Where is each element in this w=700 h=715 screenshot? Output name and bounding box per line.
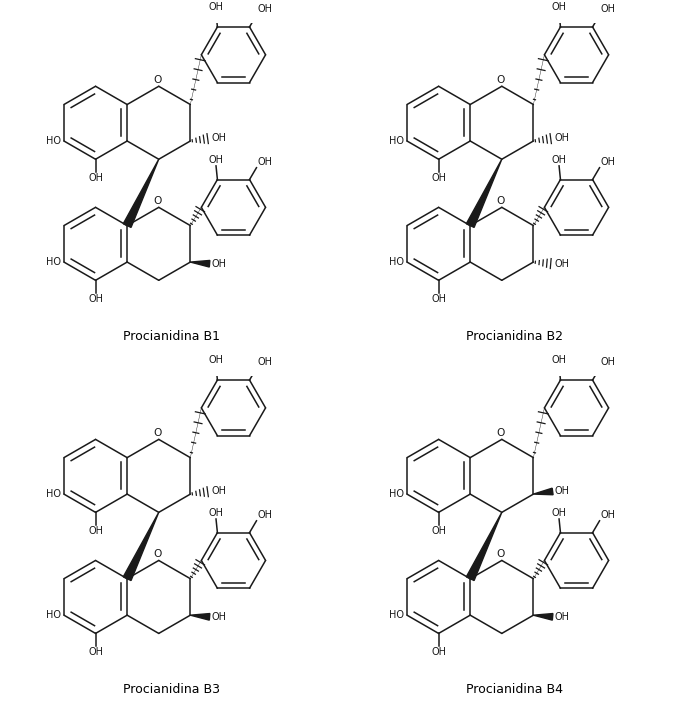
Text: HO: HO <box>389 489 405 499</box>
Text: OH: OH <box>431 295 446 305</box>
Text: OH: OH <box>211 259 226 269</box>
Text: OH: OH <box>88 526 103 536</box>
Text: O: O <box>496 549 504 559</box>
Polygon shape <box>533 613 553 620</box>
Text: O: O <box>496 196 504 206</box>
Text: HO: HO <box>46 610 62 620</box>
Text: HO: HO <box>389 257 405 267</box>
Text: Procianidina B1: Procianidina B1 <box>123 330 220 343</box>
Polygon shape <box>190 613 210 620</box>
Text: O: O <box>153 74 161 84</box>
Text: OH: OH <box>209 2 223 12</box>
Text: OH: OH <box>211 612 226 622</box>
Text: OH: OH <box>431 526 446 536</box>
Text: OH: OH <box>554 486 569 496</box>
Text: OH: OH <box>601 157 615 167</box>
Text: OH: OH <box>554 133 569 143</box>
Text: OH: OH <box>431 173 446 183</box>
Text: OH: OH <box>88 647 103 657</box>
Polygon shape <box>466 513 502 581</box>
Text: OH: OH <box>88 173 103 183</box>
Text: OH: OH <box>554 612 569 622</box>
Text: OH: OH <box>552 355 566 365</box>
Text: Procianidina B3: Procianidina B3 <box>123 684 220 696</box>
Text: OH: OH <box>209 508 223 518</box>
Text: Procianidina B2: Procianidina B2 <box>466 330 564 343</box>
Text: OH: OH <box>211 486 226 496</box>
Text: OH: OH <box>601 358 615 368</box>
Text: OH: OH <box>258 358 272 368</box>
Text: OH: OH <box>552 2 566 12</box>
Text: OH: OH <box>258 4 272 14</box>
Text: OH: OH <box>88 295 103 305</box>
Text: OH: OH <box>431 647 446 657</box>
Text: HO: HO <box>389 136 405 146</box>
Text: OH: OH <box>258 510 272 520</box>
Text: OH: OH <box>601 510 615 520</box>
Text: OH: OH <box>209 355 223 365</box>
Text: OH: OH <box>258 157 272 167</box>
Polygon shape <box>190 260 210 267</box>
Text: HO: HO <box>46 136 62 146</box>
Text: OH: OH <box>552 508 566 518</box>
Text: OH: OH <box>211 133 226 143</box>
Text: Procianidina B4: Procianidina B4 <box>466 684 564 696</box>
Text: O: O <box>496 74 504 84</box>
Text: HO: HO <box>46 489 62 499</box>
Text: OH: OH <box>209 155 223 165</box>
Text: O: O <box>153 428 161 438</box>
Text: HO: HO <box>46 257 62 267</box>
Text: OH: OH <box>601 4 615 14</box>
Text: OH: OH <box>552 155 566 165</box>
Text: HO: HO <box>389 610 405 620</box>
Polygon shape <box>123 513 159 581</box>
Polygon shape <box>123 159 159 227</box>
Text: O: O <box>496 428 504 438</box>
Text: O: O <box>153 549 161 559</box>
Polygon shape <box>466 159 502 227</box>
Text: O: O <box>153 196 161 206</box>
Text: OH: OH <box>554 259 569 269</box>
Polygon shape <box>533 488 553 495</box>
